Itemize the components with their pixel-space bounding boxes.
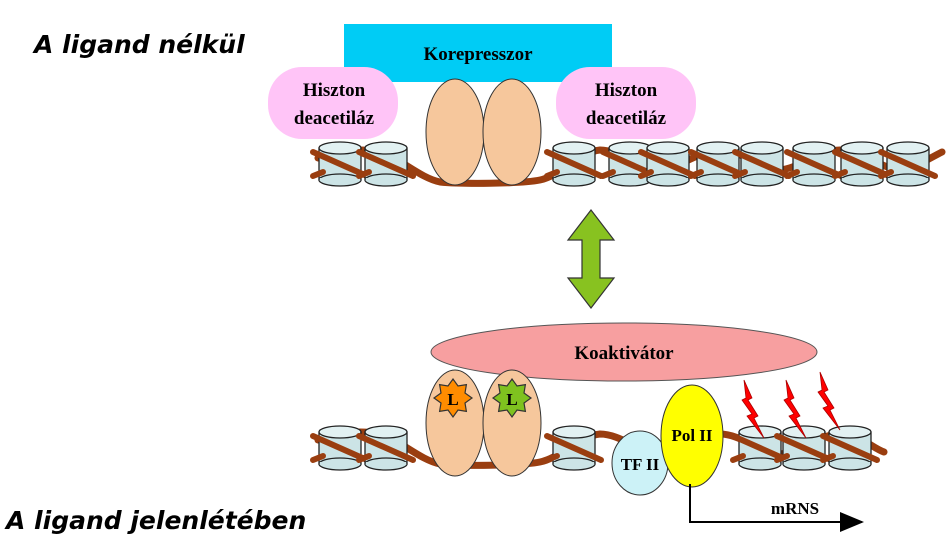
ligand-right-label: L xyxy=(506,390,517,409)
equilibrium-double-arrow xyxy=(566,209,616,309)
coactivator-label: Koaktivátor xyxy=(574,343,674,364)
top-receptor-left xyxy=(425,78,485,186)
mrna-label: mRNS xyxy=(771,499,819,518)
top-nucleosome-1 xyxy=(310,141,370,187)
lightning-group xyxy=(741,371,841,439)
top-nucleosome-8 xyxy=(784,141,844,187)
ligand-left-star-icon xyxy=(432,377,474,419)
top-nucleosome-7 xyxy=(732,141,792,187)
top-receptor-right xyxy=(482,78,542,186)
bottom-nucleosome-1 xyxy=(310,425,370,471)
pol2-ellipse xyxy=(660,384,724,488)
top-nucleosome-9 xyxy=(832,141,892,187)
corepressor-box xyxy=(344,24,612,82)
top-nucleosome-2 xyxy=(356,141,416,187)
bottom-state: Koaktivátor L L TF II Pol II mRNS xyxy=(310,322,888,532)
hdac-left-box xyxy=(268,67,398,139)
bottom-nucleosome-group xyxy=(310,425,880,471)
tf2-label: TF II xyxy=(621,455,660,474)
hdac-right-line2: deacetiláz xyxy=(586,108,667,129)
bottom-nucleosome-2 xyxy=(356,425,416,471)
ligand-left-label: L xyxy=(447,390,458,409)
bottom-nucleosome-5 xyxy=(774,425,834,471)
caption-top: A ligand nélkül xyxy=(34,30,245,59)
pol2-label: Pol II xyxy=(671,426,712,445)
mrna-arrow xyxy=(689,484,864,532)
top-nucleosome-group xyxy=(310,141,938,187)
top-state: Korepresszor Hiszton deacetiláz Hiszton … xyxy=(268,24,946,187)
coactivator-ellipse xyxy=(430,322,818,382)
hdac-left-line2: deacetiláz xyxy=(294,108,375,129)
top-nucleosome-6 xyxy=(688,141,748,187)
bottom-nucleosome-3 xyxy=(544,425,604,471)
caption-bottom: A ligand jelenlétében xyxy=(6,506,307,535)
corepressor-label: Korepresszor xyxy=(423,44,533,65)
top-nucleosome-3 xyxy=(544,141,604,187)
bottom-nucleosome-6 xyxy=(820,425,880,471)
hdac-right-line1: Hiszton xyxy=(595,80,658,101)
lightning-bolt-icon-2 xyxy=(783,379,807,439)
lightning-bolt-icon-3 xyxy=(817,371,841,431)
bottom-nucleosome-4 xyxy=(730,425,790,471)
lightning-bolt-icon-1 xyxy=(741,379,765,439)
ligand-right-star-icon xyxy=(491,377,533,419)
hdac-right-box xyxy=(556,67,696,139)
top-nucleosome-5 xyxy=(638,141,698,187)
top-nucleosome-10 xyxy=(878,141,938,187)
hdac-left-line1: Hiszton xyxy=(303,80,366,101)
